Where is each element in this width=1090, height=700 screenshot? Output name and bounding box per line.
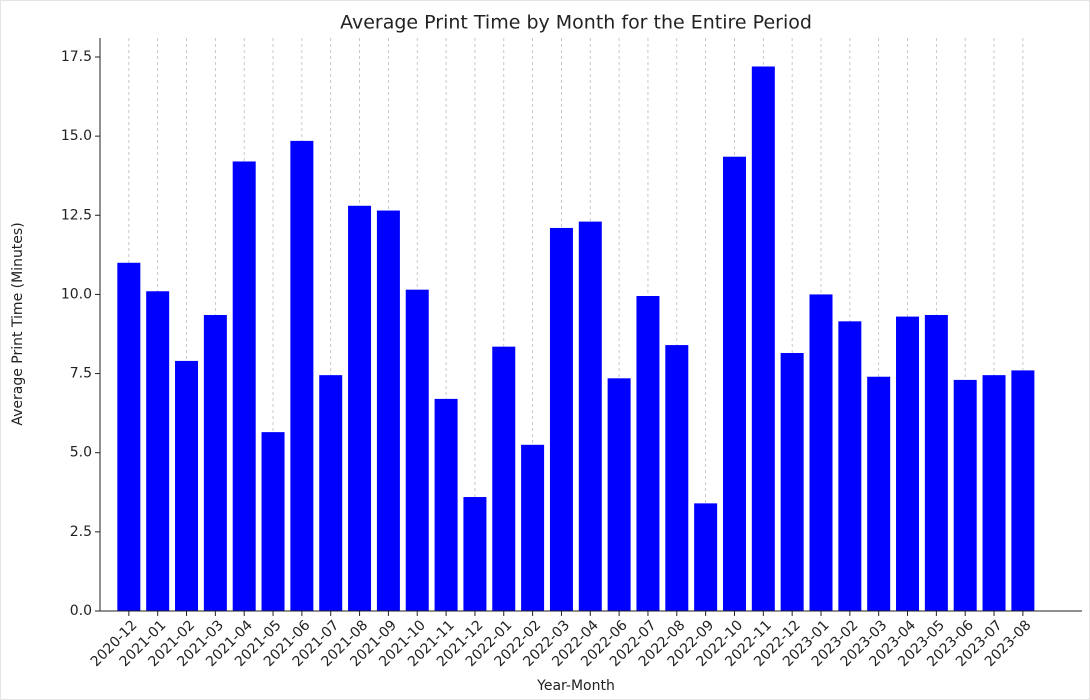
bar (578, 221, 602, 611)
bar (953, 379, 977, 611)
bar (463, 497, 487, 611)
y-tick-label: 2.5 (70, 524, 92, 540)
chart-title: Average Print Time by Month for the Enti… (340, 12, 812, 34)
bar (780, 352, 804, 611)
bar (434, 398, 458, 611)
bar (838, 321, 862, 611)
bar (694, 503, 718, 611)
bar (290, 140, 314, 612)
bar (751, 66, 775, 612)
bar (867, 376, 891, 611)
bar (405, 289, 429, 611)
y-tick-label: 17.5 (61, 49, 92, 65)
bar (809, 294, 833, 611)
bar (896, 316, 920, 611)
bar (665, 345, 689, 611)
bar (232, 161, 256, 611)
bar (319, 375, 343, 611)
bar (146, 291, 170, 611)
bar (175, 360, 199, 611)
bar (1011, 370, 1035, 611)
bar (117, 262, 141, 611)
bar (549, 227, 573, 611)
bar (607, 378, 631, 611)
bar (722, 156, 746, 612)
bar (348, 205, 372, 611)
bar (924, 315, 948, 611)
y-tick-label: 5.0 (70, 445, 92, 461)
y-tick-label: 7.5 (70, 366, 92, 382)
y-axis-label: Average Print Time (Minutes) (10, 222, 26, 425)
y-tick-label: 15.0 (61, 128, 92, 144)
bar (982, 375, 1006, 611)
bar (376, 210, 400, 611)
bar (261, 432, 285, 611)
y-tick-label: 10.0 (61, 286, 92, 302)
bar (636, 296, 660, 611)
y-tick-label: 0.0 (70, 603, 92, 619)
x-axis-label: Year-Month (536, 678, 615, 694)
bar (203, 315, 227, 611)
y-tick-label: 12.5 (61, 207, 92, 223)
bar (492, 346, 516, 611)
bar (521, 444, 545, 611)
